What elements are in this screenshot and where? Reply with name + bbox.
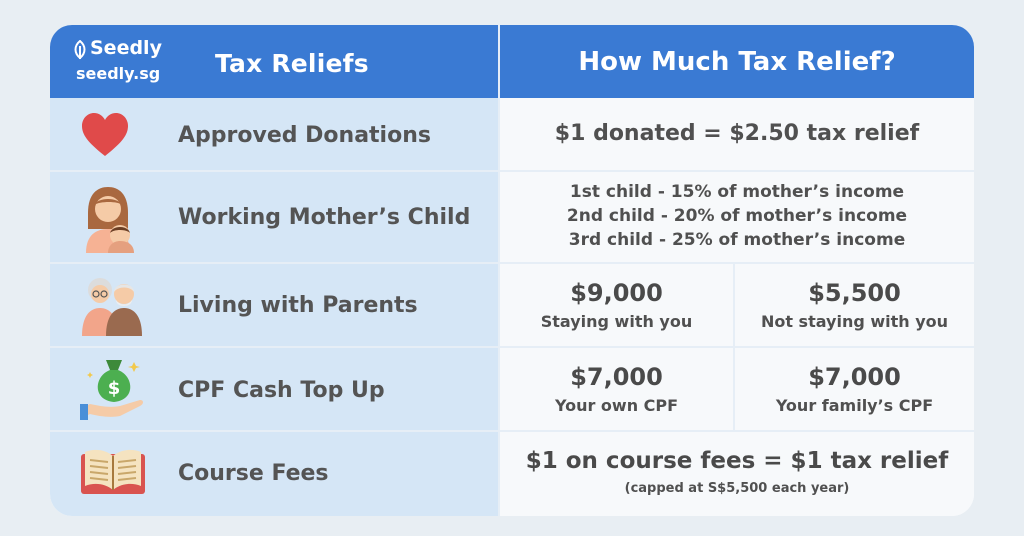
- relief-line: 2nd child - 20% of mother’s income: [566, 206, 908, 226]
- row-value-cell: $1 donated = $2.50 tax relief: [500, 98, 974, 172]
- column-divider: [498, 98, 500, 172]
- relief-note: Staying with you: [540, 312, 693, 331]
- row-value-cell: [500, 264, 974, 348]
- mother-child-icon: [86, 187, 134, 253]
- row-label-cell: Living with Parents: [50, 264, 498, 348]
- option-divider: [733, 348, 735, 432]
- relief-amount: $9,000: [570, 279, 663, 307]
- relief-note: (capped at S$5,500 each year): [624, 481, 850, 496]
- heart-icon: [82, 113, 128, 156]
- relief-option-staying: $9,000 Staying with you: [500, 264, 733, 348]
- table-row: Course Fees $1 on course fees = $1 tax r…: [50, 432, 974, 516]
- relief-line: 1st child - 15% of mother’s income: [569, 182, 905, 202]
- table-row: Working Mother’s Child 1st child - 15% o…: [50, 172, 974, 264]
- table-row: Living with Parents $9,000 Staying with …: [50, 264, 974, 348]
- row-value-cell: 1st child - 15% of mother’s income 2nd c…: [500, 172, 974, 264]
- row-label: Course Fees: [178, 461, 329, 486]
- column-header-how-much: How Much Tax Relief?: [578, 47, 896, 77]
- relief-amount: $1 donated = $2.50 tax relief: [554, 121, 920, 146]
- relief-amount: $1 on course fees = $1 tax relief: [525, 448, 949, 474]
- column-divider: [498, 348, 500, 432]
- table-row: Approved Donations $1 donated = $2.50 ta…: [50, 98, 974, 172]
- tax-relief-table: Seedly seedly.sg Tax Reliefs How Much Ta…: [50, 25, 974, 516]
- table-row: $ CPF Cash Top Up $7,000 Your own CPF $7…: [50, 348, 974, 432]
- column-divider: [498, 172, 500, 264]
- relief-note: Your family’s CPF: [775, 396, 934, 415]
- row-label-cell: Approved Donations: [50, 98, 498, 172]
- row-label-cell: Course Fees: [50, 432, 498, 516]
- grandparents-icon: [82, 278, 142, 336]
- row-divider: [50, 430, 974, 432]
- table-header: Seedly seedly.sg Tax Reliefs How Much Ta…: [50, 25, 974, 98]
- relief-line: 3rd child - 25% of mother’s income: [568, 230, 906, 250]
- row-divider: [50, 346, 974, 348]
- relief-note: Not staying with you: [760, 312, 949, 331]
- header-divider: [498, 25, 500, 98]
- row-label: Living with Parents: [178, 293, 418, 318]
- row-value-cell: [500, 348, 974, 432]
- row-label: Working Mother’s Child: [178, 205, 471, 230]
- column-divider: [498, 264, 500, 348]
- money-bag-hand-icon: $: [80, 360, 143, 420]
- seedly-logo: Seedly seedly.sg: [72, 37, 172, 87]
- relief-option-own-cpf: $7,000 Your own CPF: [500, 348, 733, 432]
- relief-amount: $7,000: [570, 363, 663, 391]
- row-divider: [50, 262, 974, 264]
- relief-amount: $7,000: [808, 363, 901, 391]
- brand-domain: seedly.sg: [76, 64, 161, 83]
- column-header-tax-reliefs: Tax Reliefs: [215, 49, 369, 78]
- row-divider: [50, 170, 974, 172]
- relief-option-not-staying: $5,500 Not staying with you: [735, 264, 974, 348]
- row-value-cell: $1 on course fees = $1 tax relief (cappe…: [500, 432, 974, 516]
- row-label-cell: Working Mother’s Child: [50, 172, 498, 264]
- row-label: CPF Cash Top Up: [178, 378, 385, 403]
- relief-note: Your own CPF: [554, 396, 679, 415]
- row-label-cell: $ CPF Cash Top Up: [50, 348, 498, 432]
- svg-text:$: $: [108, 378, 121, 399]
- relief-amount: $5,500: [808, 279, 901, 307]
- relief-option-family-cpf: $7,000 Your family’s CPF: [735, 348, 974, 432]
- brand-name: Seedly: [90, 37, 162, 59]
- open-book-icon: [81, 449, 145, 494]
- column-divider: [498, 432, 500, 516]
- option-divider: [733, 264, 735, 348]
- leaf-icon: [74, 40, 86, 60]
- row-label: Approved Donations: [178, 123, 431, 148]
